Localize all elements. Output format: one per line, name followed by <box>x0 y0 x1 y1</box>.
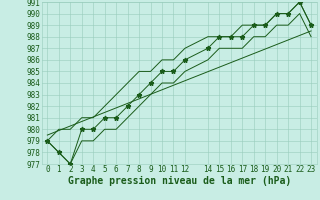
X-axis label: Graphe pression niveau de la mer (hPa): Graphe pression niveau de la mer (hPa) <box>68 176 291 186</box>
